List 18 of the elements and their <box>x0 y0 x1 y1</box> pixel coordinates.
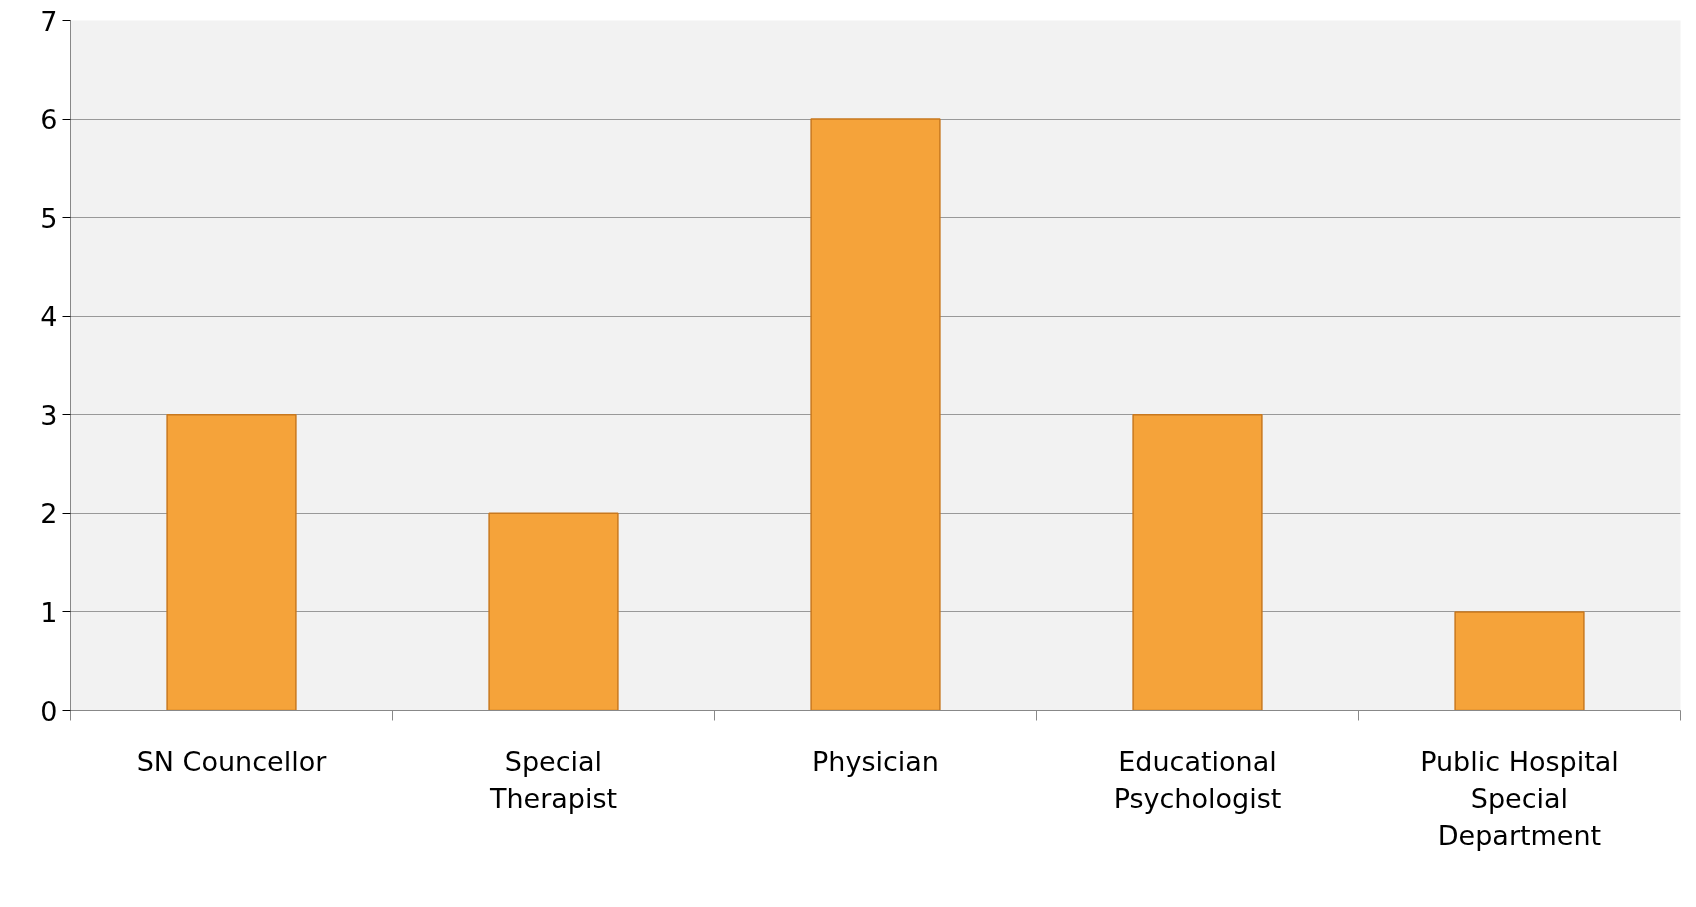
bar <box>1454 611 1585 711</box>
bar <box>488 512 619 711</box>
y-tick-label: 1 <box>40 596 58 628</box>
y-tick-label: 0 <box>40 695 58 727</box>
y-tick-label: 2 <box>40 498 58 530</box>
y-tick-label: 4 <box>40 301 58 333</box>
x-tick-label: Educational Psychologist <box>1113 745 1282 814</box>
bar <box>166 414 297 711</box>
y-tick-label: 5 <box>40 202 58 234</box>
y-tick-label: 6 <box>40 104 58 136</box>
x-tick-label: Public Hospital Special Department <box>1420 745 1619 851</box>
x-tick-label: SN Councellor <box>136 745 328 777</box>
y-tick-label: 3 <box>40 399 58 431</box>
bar <box>1132 414 1263 711</box>
bar <box>810 118 941 711</box>
x-tick-label: Physician <box>812 745 939 777</box>
y-tick-label: 7 <box>40 5 58 37</box>
x-tick-label: Special Therapist <box>488 745 618 814</box>
